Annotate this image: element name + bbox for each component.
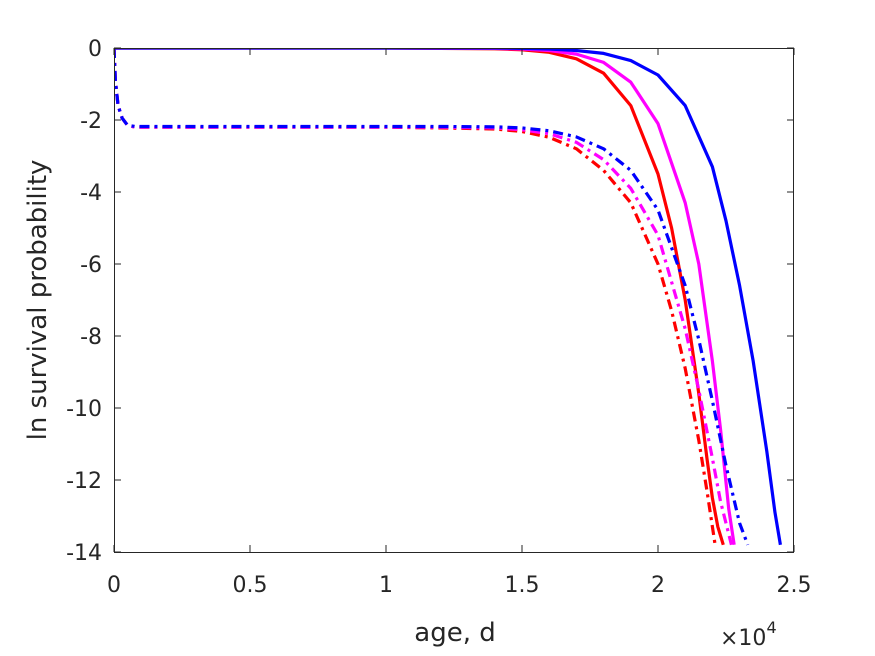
y-tick-label: -4 bbox=[80, 181, 102, 206]
x-exponent-base: ×10 bbox=[720, 626, 766, 651]
x-exponent-label: ×104 bbox=[720, 618, 777, 651]
series-layer bbox=[114, 49, 782, 546]
y-axis-title: ln survival probability bbox=[23, 160, 53, 441]
y-tick-label: -14 bbox=[66, 541, 102, 566]
x-axis-title: age, d bbox=[414, 618, 495, 648]
y-tick-label: -2 bbox=[80, 109, 102, 134]
x-tick-label: 2 bbox=[651, 573, 665, 598]
tick-layer: 0 0.5 1 1.5 2 2.5 0 -2 -4 -6 -8 -10 -12 -14 bbox=[66, 37, 811, 598]
x-exponent-power: 4 bbox=[766, 618, 776, 637]
x-tick-label: 1 bbox=[379, 573, 393, 598]
y-tick-label: -6 bbox=[80, 253, 102, 278]
y-tick-label: 0 bbox=[88, 37, 102, 62]
series-line bbox=[114, 49, 750, 546]
series-line bbox=[114, 49, 782, 546]
y-tick-label: -8 bbox=[80, 325, 102, 350]
x-tick-label: 0.5 bbox=[233, 573, 268, 598]
y-tick-label: -10 bbox=[66, 397, 102, 422]
series-line bbox=[114, 49, 725, 546]
x-tick-label: 1.5 bbox=[505, 573, 540, 598]
x-tick-label: 0 bbox=[107, 573, 121, 598]
series-line bbox=[114, 49, 736, 546]
y-tick-label: -12 bbox=[66, 469, 102, 494]
plot-frame bbox=[114, 48, 794, 553]
x-tick-label: 2.5 bbox=[777, 573, 812, 598]
